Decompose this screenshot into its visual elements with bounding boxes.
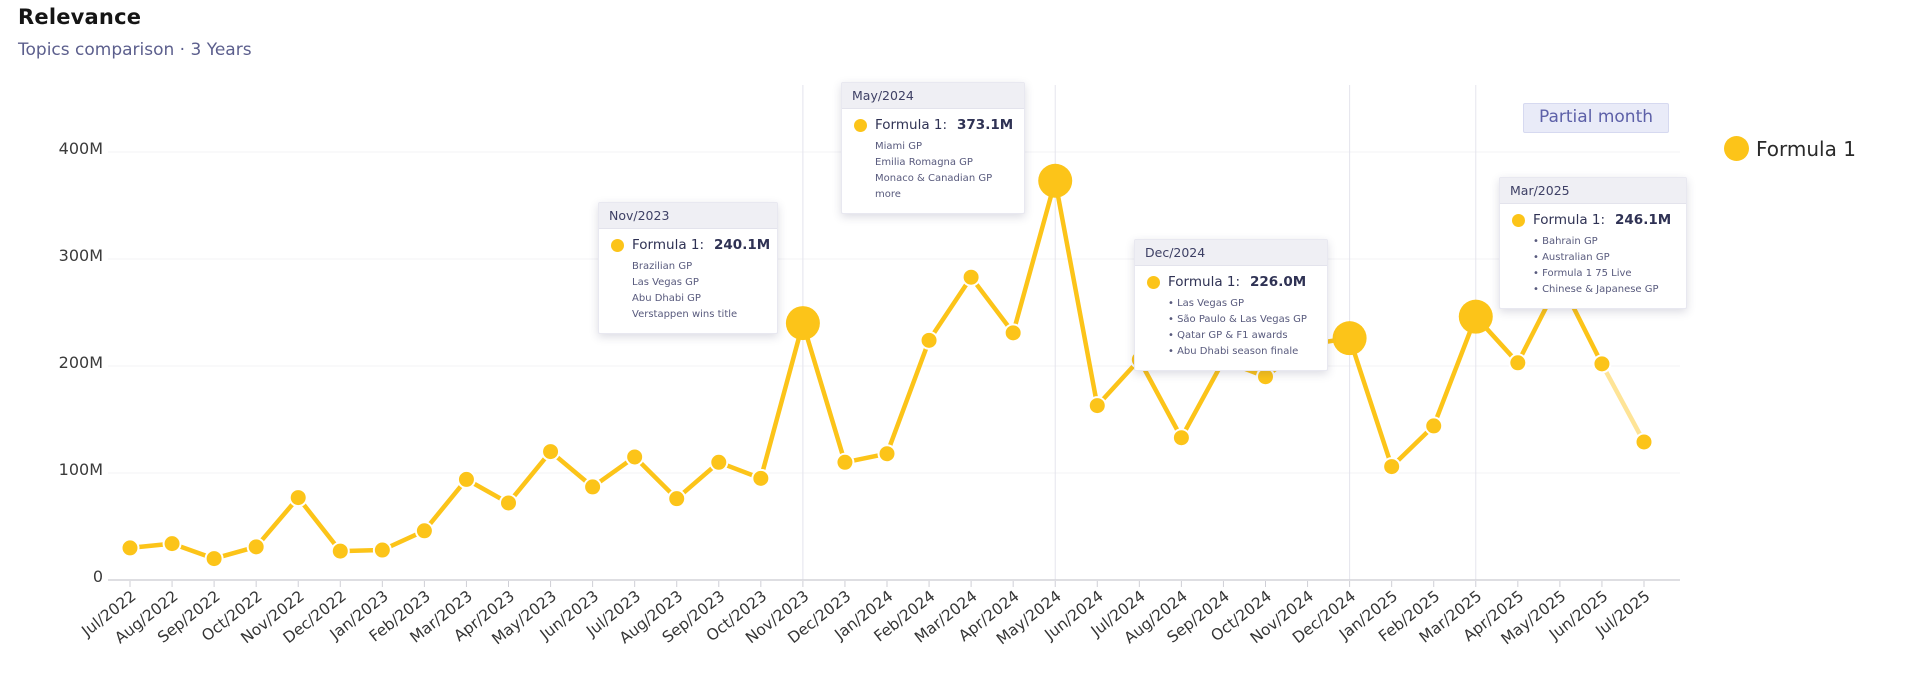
tooltip-series-label: Formula 1: bbox=[632, 237, 705, 253]
tooltip-series-label: Formula 1: bbox=[875, 117, 948, 133]
tooltip-story-item: Emilia Romagna GP bbox=[875, 157, 973, 168]
tooltip-may-2024: May/2024 Formula 1: 373.1M Miami GP Emili… bbox=[841, 82, 1025, 214]
data-point[interactable] bbox=[667, 489, 687, 509]
y-axis-tick-label: 100M bbox=[59, 460, 103, 479]
tooltip-value: 373.1M bbox=[957, 117, 1014, 133]
tooltip-story-item: • Abu Dhabi season finale bbox=[1168, 346, 1299, 357]
tooltip-story-item: • Australian GP bbox=[1533, 252, 1610, 263]
data-point[interactable] bbox=[456, 469, 476, 489]
tooltip-story-item: • Bahrain GP bbox=[1533, 236, 1598, 247]
highlighted-data-point[interactable] bbox=[1332, 321, 1367, 356]
series-dot-icon bbox=[854, 118, 867, 132]
tooltip-story-item: Las Vegas GP bbox=[632, 277, 699, 288]
data-point[interactable] bbox=[1508, 353, 1528, 373]
legend-label: Formula 1 bbox=[1756, 136, 1856, 161]
tooltip-month: Nov/2023 bbox=[599, 203, 777, 229]
data-point[interactable] bbox=[1003, 323, 1023, 343]
highlighted-data-point[interactable] bbox=[1038, 163, 1073, 198]
data-point[interactable] bbox=[541, 442, 561, 462]
tooltip-value: 246.1M bbox=[1615, 212, 1672, 228]
y-axis-tick-label: 200M bbox=[59, 353, 103, 372]
series-dot-icon bbox=[1147, 275, 1160, 289]
page-title: Relevance bbox=[18, 5, 142, 29]
tooltip-dec-2024: Dec/2024 Formula 1: 226.0M • Las Vegas G… bbox=[1134, 239, 1328, 371]
series-dot-icon bbox=[1512, 213, 1525, 227]
data-point[interactable] bbox=[1424, 416, 1444, 436]
series-line bbox=[127, 178, 1605, 561]
data-point[interactable] bbox=[1634, 432, 1654, 452]
tooltip-top-stories: • Bahrain GP • Australian GP • Formula 1 7… bbox=[1533, 234, 1676, 298]
data-point[interactable] bbox=[583, 477, 603, 497]
data-point[interactable] bbox=[414, 521, 434, 541]
tooltip-story-item: Brazilian GP bbox=[632, 261, 693, 272]
tooltip-story-item: Abu Dhabi GP bbox=[632, 293, 701, 304]
tooltip-story-item: • Qatar GP & F1 awards bbox=[1168, 330, 1288, 341]
y-axis-tick-label: 400M bbox=[59, 139, 103, 158]
data-point[interactable] bbox=[120, 538, 140, 558]
page-subtitle: Topics comparison · 3 Years bbox=[18, 40, 252, 60]
tooltip-top-stories: Miami GP Emilia Romagna GP Monaco & Canadi… bbox=[875, 139, 1014, 203]
legend-dot-icon bbox=[1724, 136, 1749, 161]
tooltip-value: 226.0M bbox=[1250, 274, 1307, 290]
chart-header: Relevance Topics comparison · 3 Years bbox=[18, 5, 252, 60]
y-axis-tick-label: 0 bbox=[93, 567, 103, 586]
tooltip-top-stories: • Las Vegas GP • São Paulo & Las Vegas GP… bbox=[1168, 296, 1317, 360]
data-point[interactable] bbox=[919, 330, 939, 350]
tooltip-month: May/2024 bbox=[842, 83, 1024, 109]
highlighted-data-point[interactable] bbox=[1458, 299, 1493, 334]
data-point[interactable] bbox=[246, 537, 266, 557]
data-point[interactable] bbox=[204, 549, 224, 569]
data-point[interactable] bbox=[751, 468, 771, 488]
tooltip-series-label: Formula 1: bbox=[1168, 274, 1241, 290]
highlighted-data-point[interactable] bbox=[785, 306, 820, 341]
tooltip-story-item: • São Paulo & Las Vegas GP bbox=[1168, 314, 1307, 325]
data-point[interactable] bbox=[1592, 354, 1612, 374]
tooltip-month: Mar/2025 bbox=[1500, 178, 1686, 204]
tooltip-story-item: • Formula 1 75 Live bbox=[1533, 268, 1632, 279]
tooltip-mar-2025: Mar/2025 Formula 1: 246.1M • Bahrain GP •… bbox=[1499, 177, 1687, 309]
data-point[interactable] bbox=[709, 452, 729, 472]
series-line-partial-month bbox=[1599, 361, 1647, 445]
tooltip-nov-2023: Nov/2023 Formula 1: 240.1M Brazilian GP L… bbox=[598, 202, 778, 334]
data-point[interactable] bbox=[625, 447, 645, 467]
series-dot-icon bbox=[611, 238, 624, 252]
tooltip-story-item: Verstappen wins title bbox=[632, 309, 738, 320]
data-point[interactable] bbox=[961, 267, 981, 287]
tooltip-month: Dec/2024 bbox=[1135, 240, 1327, 266]
data-point[interactable] bbox=[330, 541, 350, 561]
data-point[interactable] bbox=[162, 534, 182, 554]
data-point[interactable] bbox=[372, 540, 392, 560]
data-point[interactable] bbox=[877, 444, 897, 464]
tooltip-top-stories: Brazilian GP Las Vegas GP Abu Dhabi GP Vers… bbox=[632, 259, 767, 323]
data-point[interactable] bbox=[835, 452, 855, 472]
data-point[interactable] bbox=[1087, 396, 1107, 416]
legend-item-formula1[interactable]: Formula 1 bbox=[1724, 136, 1856, 161]
tooltip-story-item: more bbox=[875, 189, 901, 200]
data-point[interactable] bbox=[288, 488, 308, 508]
data-point[interactable] bbox=[499, 493, 518, 513]
partial-month-badge: Partial month bbox=[1523, 103, 1670, 133]
data-point[interactable] bbox=[1382, 457, 1402, 477]
tooltip-story-item: • Las Vegas GP bbox=[1168, 298, 1245, 309]
tooltip-story-item: • Chinese & Japanese GP bbox=[1533, 284, 1659, 295]
tooltip-value: 240.1M bbox=[714, 237, 771, 253]
tooltip-story-item: Miami GP bbox=[875, 141, 923, 152]
data-point[interactable] bbox=[1171, 428, 1191, 448]
y-axis-tick-label: 300M bbox=[59, 246, 103, 265]
tooltip-story-item: Monaco & Canadian GP bbox=[875, 173, 993, 184]
tooltip-series-label: Formula 1: bbox=[1533, 212, 1606, 228]
